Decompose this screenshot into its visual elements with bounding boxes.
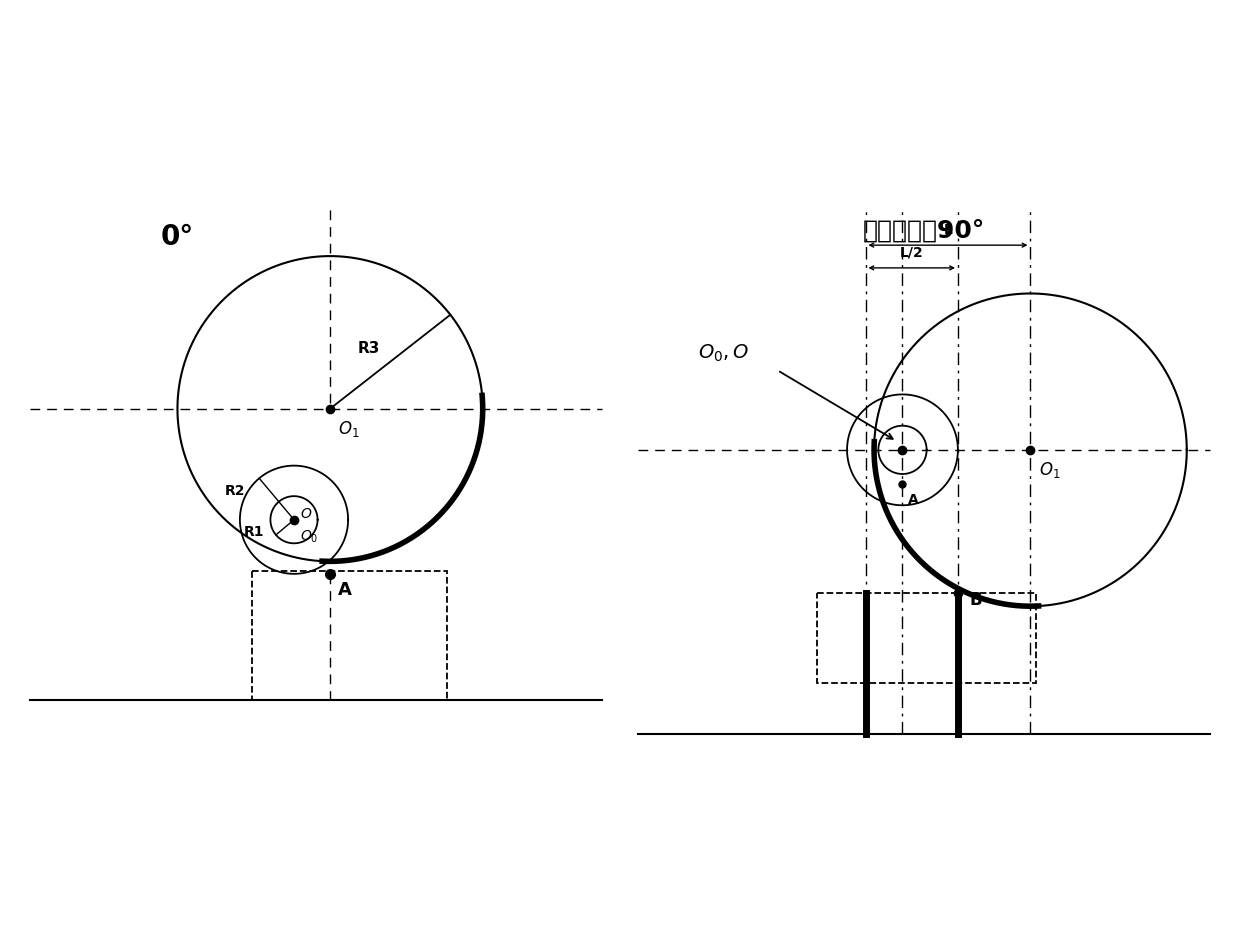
Text: $O_0$: $O_0$	[300, 529, 317, 545]
Text: $O_1$: $O_1$	[339, 419, 360, 439]
Text: L: L	[944, 223, 952, 237]
Text: R1: R1	[244, 525, 264, 539]
Text: A: A	[908, 493, 919, 507]
Text: 顺时针旋轩90°: 顺时针旋轩90°	[863, 219, 985, 243]
Text: R2: R2	[224, 483, 246, 497]
Text: $O_1$: $O_1$	[1039, 460, 1060, 480]
Text: B: B	[970, 591, 982, 609]
Text: A: A	[339, 580, 352, 599]
Text: R3: R3	[358, 341, 381, 356]
Text: $O_0, O$: $O_0, O$	[698, 342, 749, 364]
Text: L/2: L/2	[900, 245, 924, 259]
Text: $O$: $O$	[300, 508, 312, 522]
Text: 0°: 0°	[161, 223, 195, 251]
